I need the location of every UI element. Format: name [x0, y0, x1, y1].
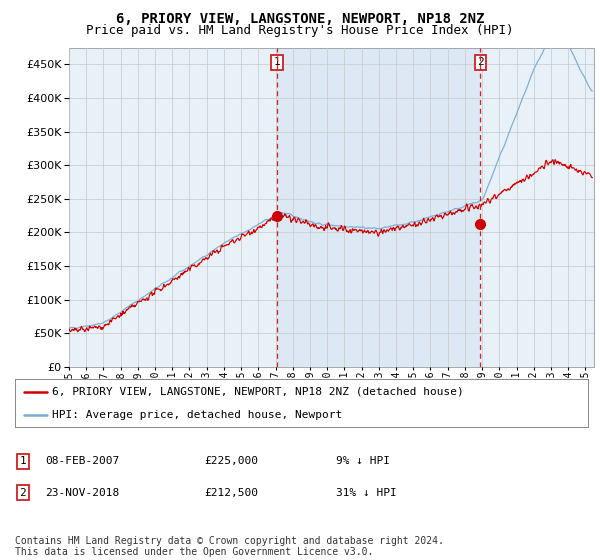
Text: 9% ↓ HPI: 9% ↓ HPI [336, 456, 390, 466]
Text: Price paid vs. HM Land Registry's House Price Index (HPI): Price paid vs. HM Land Registry's House … [86, 24, 514, 36]
Text: 1: 1 [19, 456, 26, 466]
Text: 6, PRIORY VIEW, LANGSTONE, NEWPORT, NP18 2NZ (detached house): 6, PRIORY VIEW, LANGSTONE, NEWPORT, NP18… [52, 387, 464, 397]
Text: Contains HM Land Registry data © Crown copyright and database right 2024.
This d: Contains HM Land Registry data © Crown c… [15, 535, 444, 557]
Text: £212,500: £212,500 [204, 488, 258, 498]
Text: 08-FEB-2007: 08-FEB-2007 [45, 456, 119, 466]
Bar [277, 48, 481, 367]
Text: 23-NOV-2018: 23-NOV-2018 [45, 488, 119, 498]
Text: 1: 1 [274, 57, 281, 67]
Text: HPI: Average price, detached house, Newport: HPI: Average price, detached house, Newp… [52, 410, 343, 420]
Text: 31% ↓ HPI: 31% ↓ HPI [336, 488, 397, 498]
Text: 2: 2 [19, 488, 26, 498]
Text: 6, PRIORY VIEW, LANGSTONE, NEWPORT, NP18 2NZ: 6, PRIORY VIEW, LANGSTONE, NEWPORT, NP18… [116, 12, 484, 26]
Text: £225,000: £225,000 [204, 456, 258, 466]
Text: 2: 2 [477, 57, 484, 67]
